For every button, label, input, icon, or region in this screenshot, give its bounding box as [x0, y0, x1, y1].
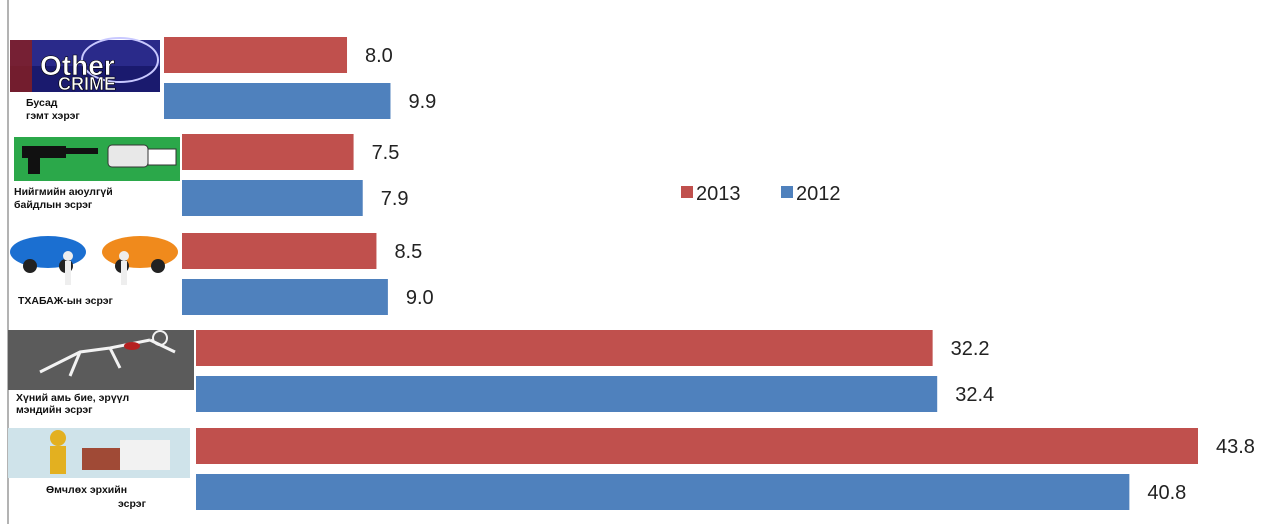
value-labels: 8.0 9.9 7.5 7.9 8.5 9.0 32.2 32.4 43.8 40.8 [365, 45, 1255, 504]
bar-2012-1 [182, 180, 363, 216]
car-crash-icon [10, 236, 178, 285]
legend-swatch-2012 [781, 186, 793, 198]
bar-2013-3 [196, 330, 933, 366]
legend-label-2012: 2012 [796, 183, 841, 205]
svg-text:Other: Other [40, 50, 115, 81]
bar-2013-0 [164, 37, 348, 73]
bar-2013-4 [196, 428, 1198, 464]
bar-2012-4 [196, 474, 1130, 510]
value-label-2013-2: 8.5 [394, 241, 422, 263]
value-label-2013-1: 7.5 [372, 142, 400, 164]
category-label: Бусад [26, 97, 58, 109]
bar-2013-1 [182, 134, 354, 170]
value-label-2013-0: 8.0 [365, 45, 393, 67]
category-labels: Бусад гэмт хэрэг Нийгмийн аюулгүй байдлы… [14, 97, 147, 510]
bar-2012-2 [182, 279, 388, 315]
category-label: Нийгмийн аюулгүй [14, 186, 113, 198]
category-label: байдлын эсрэг [14, 199, 93, 211]
category-label: эсрэг [118, 498, 147, 510]
other-crime-logo-icon: Other CRIME [10, 37, 160, 94]
category-label: мэндийн эсрэг [16, 404, 93, 416]
value-label-2012-1: 7.9 [381, 188, 409, 210]
category-label: гэмт хэрэг [26, 110, 80, 122]
bars [164, 37, 1198, 510]
body-outline-icon [8, 330, 194, 390]
value-label-2012-2: 9.0 [406, 287, 434, 309]
gun-hand-icon [14, 137, 180, 181]
value-label-2013-4: 43.8 [1216, 436, 1255, 458]
value-label-2012-4: 40.8 [1147, 482, 1186, 504]
value-label-2013-3: 32.2 [951, 338, 990, 360]
category-label: Өмчлөх эрхийн [46, 484, 127, 496]
category-label: ТХАБАЖ-ын эсрэг [18, 295, 114, 307]
svg-text:CRIME: CRIME [58, 74, 116, 94]
bar-2012-3 [196, 376, 938, 412]
legend-swatch-2013 [681, 186, 693, 198]
legend-label-2013: 2013 [696, 183, 741, 205]
value-label-2012-3: 32.4 [955, 384, 994, 406]
bar-2013-2 [182, 233, 377, 269]
value-label-2012-0: 9.9 [408, 91, 436, 113]
legend: 2013 2012 [681, 183, 841, 205]
bar-2012-0 [164, 83, 391, 119]
puzzle-figure-icon [8, 428, 190, 478]
category-label: Хүний амь бие, эрүүл [16, 392, 129, 404]
